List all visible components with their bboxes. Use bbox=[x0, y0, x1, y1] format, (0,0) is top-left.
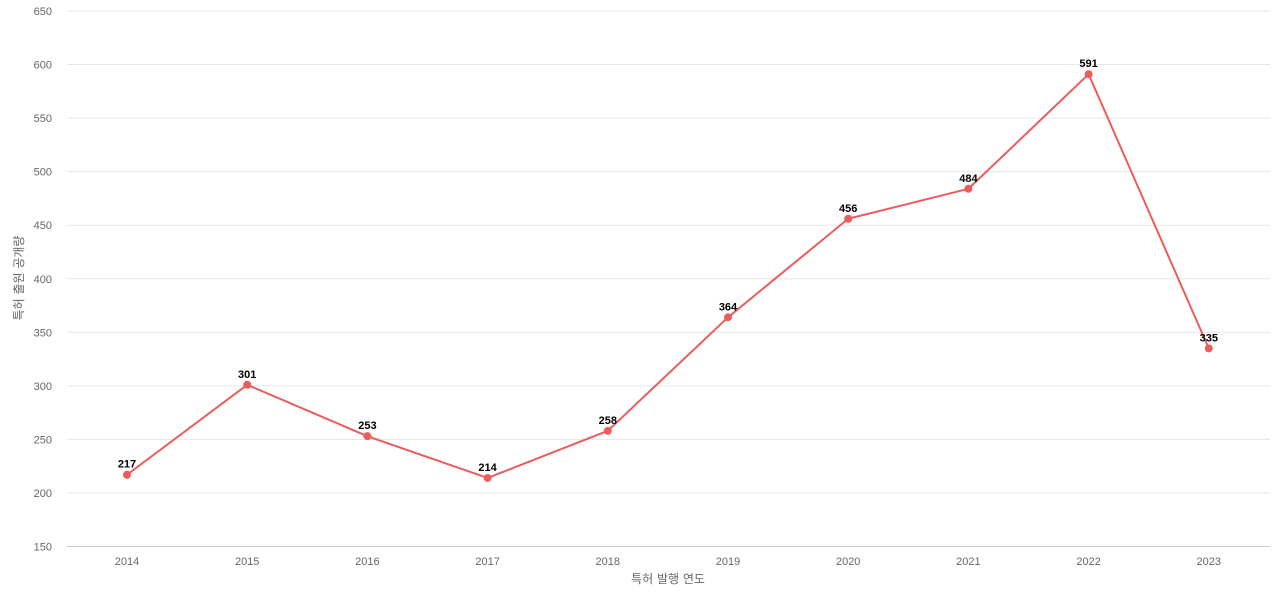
y-tick-label: 600 bbox=[34, 60, 52, 72]
y-tick-label: 200 bbox=[34, 488, 52, 500]
gridlines bbox=[67, 10, 1270, 547]
x-tick-label: 2018 bbox=[596, 556, 620, 568]
data-label: 253 bbox=[358, 420, 376, 432]
data-point[interactable] bbox=[243, 380, 252, 389]
data-point[interactable] bbox=[483, 473, 492, 482]
data-point[interactable] bbox=[123, 470, 131, 479]
data-point[interactable] bbox=[1204, 344, 1213, 353]
data-label: 214 bbox=[478, 462, 497, 474]
y-tick-label: 250 bbox=[34, 434, 52, 446]
y-axis-ticks: 150 200 250 300 350 400 450 500 550 600 650 bbox=[34, 6, 52, 554]
data-point[interactable] bbox=[964, 184, 973, 193]
x-tick-label: 2016 bbox=[355, 556, 379, 568]
data-point[interactable] bbox=[844, 214, 853, 223]
x-tick-label: 2020 bbox=[836, 556, 860, 568]
y-tick-label: 350 bbox=[34, 327, 52, 339]
y-tick-label: 550 bbox=[34, 113, 52, 125]
data-label: 335 bbox=[1200, 332, 1218, 344]
y-axis-title: 특허 출원 공개량 bbox=[12, 236, 26, 321]
data-point[interactable] bbox=[363, 432, 372, 441]
x-axis-ticks: 2014 2015 2016 2017 2018 2019 2020 2021 2022 2023 bbox=[115, 556, 1221, 568]
x-tick-label: 2017 bbox=[475, 556, 499, 568]
y-tick-label: 400 bbox=[34, 274, 52, 286]
y-tick-label: 500 bbox=[34, 167, 52, 179]
data-labels: 217 301 253 214 258 364 456 484 591 335 bbox=[118, 58, 1218, 474]
data-label: 301 bbox=[238, 369, 256, 381]
x-axis-title: 특허 발행 연도 bbox=[631, 571, 705, 586]
y-tick-label: 150 bbox=[34, 542, 52, 554]
series-line bbox=[126, 73, 1210, 479]
data-point[interactable] bbox=[603, 426, 612, 435]
data-point[interactable] bbox=[724, 313, 732, 322]
data-label: 456 bbox=[839, 203, 857, 215]
x-tick-label: 2021 bbox=[956, 556, 980, 568]
series-layer bbox=[123, 70, 1213, 482]
data-label: 258 bbox=[599, 415, 617, 427]
x-tick-label: 2015 bbox=[235, 556, 259, 568]
x-tick-label: 2023 bbox=[1197, 556, 1221, 568]
y-tick-label: 450 bbox=[34, 220, 52, 232]
y-tick-label: 650 bbox=[34, 6, 52, 18]
data-label: 484 bbox=[959, 173, 978, 185]
data-label: 217 bbox=[118, 459, 136, 471]
x-tick-label: 2014 bbox=[115, 556, 139, 568]
data-label: 364 bbox=[719, 301, 738, 313]
x-tick-label: 2022 bbox=[1076, 556, 1100, 568]
data-point[interactable] bbox=[1084, 70, 1093, 79]
x-tick-label: 2019 bbox=[716, 556, 740, 568]
y-tick-label: 300 bbox=[34, 381, 52, 393]
data-label: 591 bbox=[1079, 58, 1097, 70]
